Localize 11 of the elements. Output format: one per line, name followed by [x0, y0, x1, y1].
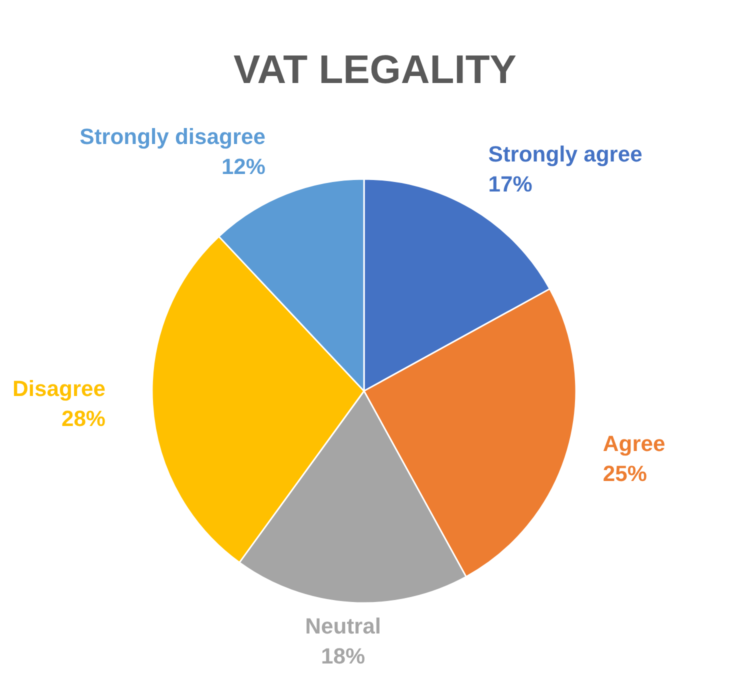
slice-label: Strongly agree	[488, 141, 642, 166]
data-label: 12%	[221, 154, 266, 179]
data-label: 25%	[602, 460, 647, 486]
data-label: 17%	[488, 171, 532, 196]
slice-label: Disagree	[12, 376, 106, 401]
slice-label: Agree	[602, 430, 666, 456]
slice-label: Strongly disagree	[80, 124, 266, 149]
chart-title: VAT LEGALITY	[232, 48, 518, 93]
slice-label: Neutral	[305, 614, 381, 638]
data-label: 28%	[61, 406, 106, 431]
data-label: 18%	[321, 644, 366, 668]
